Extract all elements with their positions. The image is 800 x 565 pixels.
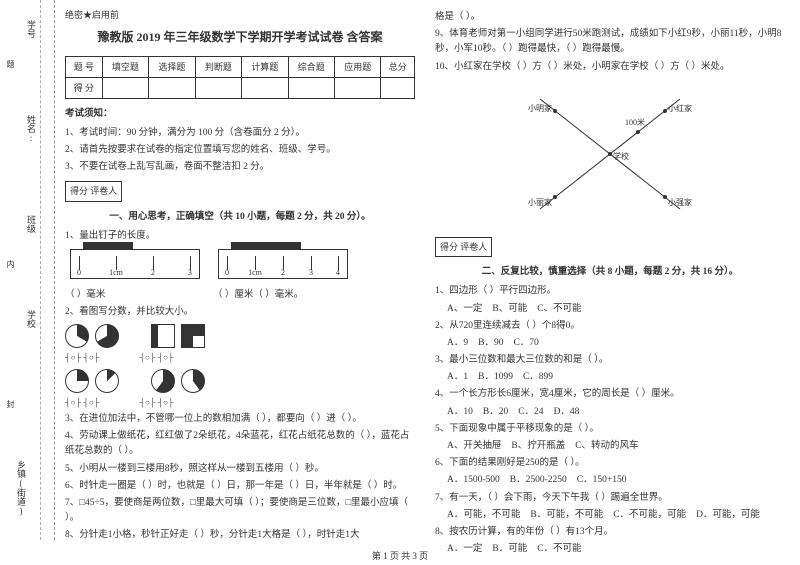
seal-mark: 题 [5,60,16,68]
section-2-title: 二、反复比较，慎重选择（共 8 小题，每题 2 分，共 16 分）。 [435,265,785,280]
question-4: 4、劳动课上做纸花，红红做了2朵纸花，4朵蓝花，红花占纸花总数的（ ），蓝花占纸… [65,429,415,459]
binding-label: 学号 [25,20,38,38]
ruler-2: 0 1cm 2 3 4 [218,249,348,279]
notice-list: 1、考试时间：90 分钟，满分为 100 分（含卷面分 2 分）。 2、请首先按… [65,126,415,176]
seal-mark: 内 [5,260,16,268]
secret-label: 绝密★启用前 [65,8,415,22]
mc-3: 3、最小三位数和最大三位数的和是（ ）。 [435,353,785,368]
section-1-title: 一、用心思考，正确填空（共 10 小题，每题 2 分，共 20 分）。 [65,210,415,225]
score-box-2: 得分 评卷人 [435,237,492,257]
mc-1: 1、四边形（ ）平行四边形。 [435,284,785,299]
page-footer: 第 1 页 共 3 页 [0,549,800,562]
binding-label: 学校 [25,310,38,328]
direction-diagram: 学校 小红家 100米 小明家 小丽家 小强家 [510,79,710,229]
question-3: 3、在进位加法中，不管哪一位上的数相加满（ ），都要向（ ）进（ ）。 [65,412,415,427]
question-2: 2、看图写分数，并比较大小。 [65,305,415,320]
score-box: 得分 评卷人 [65,181,122,201]
mc-2: 2、从720里连续减去（ ）个8得0。 [435,319,785,334]
notice-head: 考试须知： [65,107,415,122]
fraction-shapes [65,324,415,348]
question-7: 7、□45÷5，要使商是两位数，□里最大可填（ ）；要使商是三位数，□里最小应填… [65,496,415,526]
mc-6: 6、下面的结果刚好是250的是（ ）。 [435,456,785,471]
right-column: 格是（ ）。 9、体育老师对第一小组同学进行50米跑测试，成绩如下小红9秒，小丽… [435,8,785,535]
question-10: 10、小红家在学校（ ）方（ ）米处，小明家在学校（ ）方（ ）米处。 [435,60,785,75]
binding-label: 乡镇(街道) [15,460,28,516]
left-column: 绝密★启用前 豫教版 2019 年三年级数学下学期开学考试试卷 含答案 题 号 … [65,8,415,535]
binding-label: 班级 [25,215,38,233]
question-8-cont: 格是（ ）。 [435,10,785,25]
mc-5: 5、下面现象中属于平移现象的是（ ）。 [435,422,785,437]
question-9: 9、体育老师对第一小组同学进行50米跑测试，成绩如下小红9秒，小丽11秒，小明8… [435,27,785,57]
question-6: 6、时针走一圈是（ ）时，也就是（ ）日，那一年是（ ）日，半年就是（ ）时。 [65,479,415,494]
question-5: 5、小明从一楼到三楼用8秒，照这样从一楼到五楼用（ ）秒。 [65,462,415,477]
question-8: 8、分针走1小格，秒针正好走（ ）秒，分针走1大格是（ ），时针走1大 [65,528,415,543]
binding-label: 姓名: [25,115,38,143]
score-table: 题 号 填空题 选择题 判断题 计算题 综合题 应用题 总分 得 分 [65,56,415,100]
mc-8: 8、按农历计算，有的年份（ ）有13个月。 [435,525,785,540]
seal-mark: 封 [5,400,16,408]
mc-4: 4、一个长方形长6厘米，宽4厘米，它的周长是（ ）厘米。 [435,387,785,402]
ruler-1: 0 1cm 2 3 [70,249,200,279]
exam-title: 豫教版 2019 年三年级数学下学期开学考试试卷 含答案 [65,28,415,47]
mc-7: 7、有一天，（ ）会下雨，今天下午我（ ）踢遍全世界。 [435,491,785,506]
